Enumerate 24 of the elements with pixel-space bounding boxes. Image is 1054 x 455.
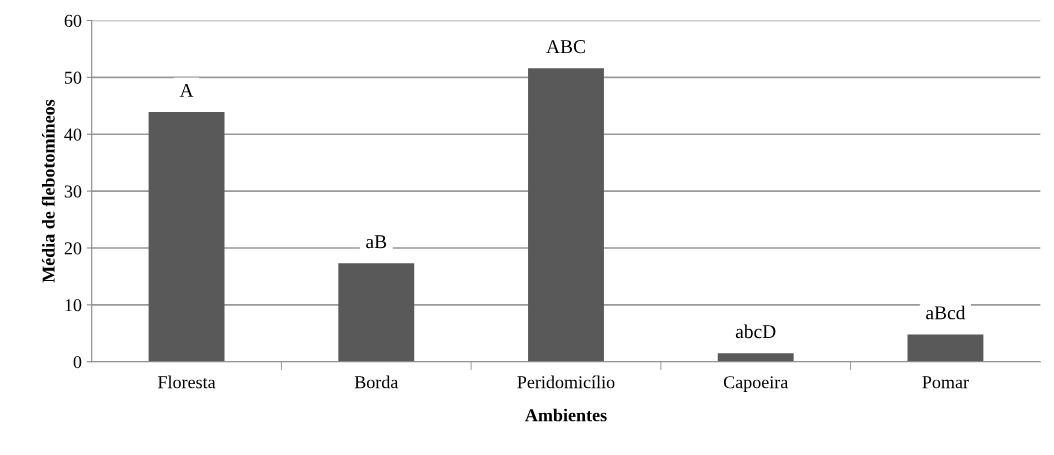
annotation: abcD — [735, 324, 776, 339]
annotation: aB — [366, 235, 387, 249]
y-tick-label: 20 — [64, 242, 82, 255]
bar — [907, 334, 984, 362]
bar — [338, 263, 415, 362]
annotation: aBcd — [926, 305, 966, 320]
x-axis-title: Ambientes — [525, 408, 607, 422]
y-axis-title: Média de flebotomíneos — [41, 99, 55, 283]
annotation: A — [179, 83, 194, 97]
y-tick-label: 0 — [73, 355, 82, 369]
bar — [528, 68, 604, 362]
annotation: ABC — [546, 40, 585, 54]
y-tick-label: 40 — [64, 128, 82, 141]
bar — [148, 112, 225, 362]
y-tick-label: 30 — [64, 185, 82, 198]
x-tick-label: Borda — [354, 375, 399, 389]
x-tick-label: Floresta — [157, 375, 216, 389]
y-tick-label: 50 — [64, 71, 82, 84]
x-tick-label: Peridomicílio — [517, 375, 615, 389]
x-tick-label: Capoeira — [723, 376, 789, 392]
y-tick-label: 60 — [64, 14, 82, 27]
x-tick-label: Pomar — [922, 376, 969, 389]
y-tick-label: 10 — [65, 299, 82, 312]
bar — [717, 353, 794, 362]
